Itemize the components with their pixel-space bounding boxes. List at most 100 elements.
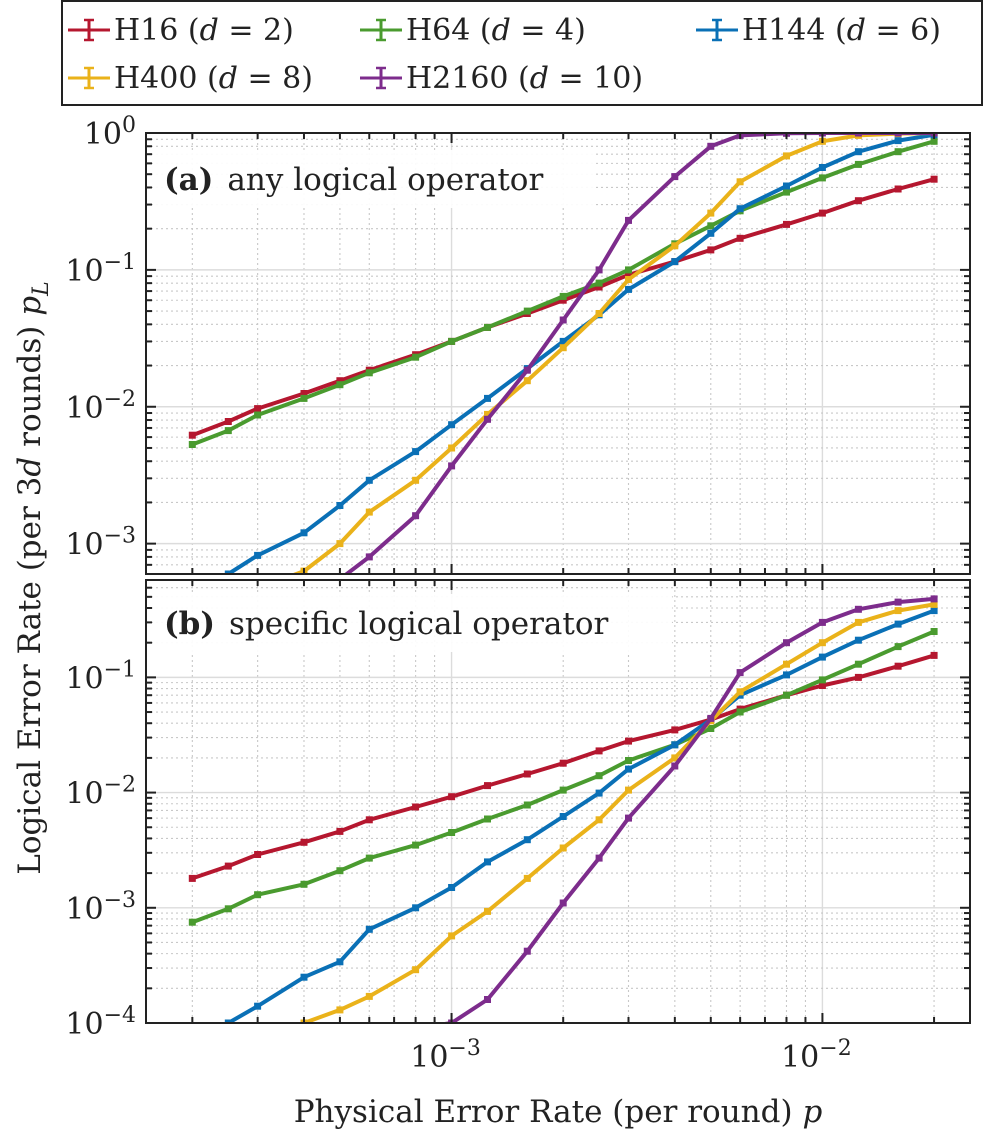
data-point bbox=[736, 688, 744, 696]
data-point bbox=[854, 160, 862, 168]
data-point bbox=[818, 209, 826, 217]
data-point bbox=[336, 1006, 344, 1014]
axes-frame-b bbox=[145, 579, 971, 1024]
data-point bbox=[930, 651, 938, 659]
data-point bbox=[448, 421, 456, 429]
series-h144 bbox=[223, 607, 938, 1023]
data-point bbox=[300, 838, 308, 846]
data-point bbox=[412, 448, 420, 456]
data-point bbox=[625, 271, 632, 279]
legend-label: H64 (d = 4) bbox=[406, 13, 586, 48]
data-point bbox=[854, 618, 862, 626]
x-axis-title: Physical Error Rate (per round) p bbox=[294, 1094, 823, 1130]
data-point bbox=[365, 369, 373, 377]
data-point bbox=[336, 1054, 343, 1061]
legend-entry-h144: H144 (d = 6) bbox=[696, 13, 941, 48]
data-point bbox=[300, 390, 308, 397]
data-point bbox=[595, 816, 603, 824]
data-point bbox=[930, 175, 938, 183]
data-point bbox=[523, 836, 531, 844]
data-point bbox=[365, 992, 373, 1000]
ticks-b: 10−1 10−2 10−3 10−4 10−3 10−2 bbox=[65, 580, 970, 1075]
data-point bbox=[188, 431, 196, 439]
svg-text:(a)any logical operator: (a) any logical operator bbox=[164, 162, 543, 198]
data-point bbox=[484, 323, 491, 331]
data-point bbox=[484, 996, 491, 1003]
data-point bbox=[448, 884, 456, 891]
data-point bbox=[930, 628, 938, 635]
data-point bbox=[818, 174, 826, 182]
data-point bbox=[188, 918, 196, 926]
data-point bbox=[894, 607, 902, 615]
data-point bbox=[894, 620, 902, 628]
data-point bbox=[336, 502, 344, 509]
data-point bbox=[559, 316, 567, 324]
data-point bbox=[736, 178, 744, 186]
data-point bbox=[365, 854, 373, 862]
data-point bbox=[412, 803, 420, 811]
series-h64 bbox=[188, 628, 938, 926]
data-point bbox=[625, 216, 632, 224]
data-point bbox=[254, 411, 262, 419]
data-point bbox=[854, 133, 862, 137]
panel-b-annotation: (b) specific logical operator bbox=[156, 594, 672, 652]
data-point bbox=[224, 427, 232, 435]
data-point bbox=[523, 770, 531, 778]
data-point bbox=[300, 394, 308, 402]
data-point bbox=[625, 737, 632, 745]
data-point bbox=[707, 229, 715, 237]
data-point bbox=[559, 337, 567, 345]
legend-label: H144 (d = 6) bbox=[742, 13, 941, 48]
data-point bbox=[736, 708, 744, 716]
data-point bbox=[484, 410, 491, 418]
data-point bbox=[671, 726, 679, 734]
data-point bbox=[707, 222, 715, 230]
data-point bbox=[301, 1080, 308, 1087]
data-point bbox=[854, 673, 862, 681]
data-point bbox=[625, 276, 632, 283]
y-tick-label: 10−3 bbox=[65, 524, 136, 563]
data-point bbox=[559, 813, 567, 820]
data-point bbox=[625, 814, 632, 822]
legend-label: H16 (d = 2) bbox=[114, 13, 294, 48]
data-point bbox=[484, 858, 491, 866]
data-point bbox=[254, 551, 262, 559]
data-point bbox=[559, 292, 567, 300]
data-point bbox=[625, 285, 632, 293]
data-point bbox=[559, 899, 567, 907]
data-point bbox=[523, 377, 531, 385]
data-point bbox=[783, 220, 790, 228]
data-point bbox=[595, 279, 603, 287]
data-point bbox=[336, 827, 344, 835]
data-point bbox=[412, 841, 420, 849]
y-tick-label: 10−1 bbox=[65, 657, 136, 696]
data-point bbox=[671, 258, 679, 266]
data-point bbox=[559, 786, 567, 794]
data-point bbox=[930, 137, 938, 145]
data-point bbox=[894, 185, 902, 193]
y-tick-label: 10−2 bbox=[65, 387, 136, 426]
data-point bbox=[254, 891, 262, 899]
data-point bbox=[365, 925, 373, 933]
data-point bbox=[484, 415, 491, 423]
data-point bbox=[707, 142, 715, 150]
data-point bbox=[224, 905, 232, 913]
data-point bbox=[783, 182, 790, 190]
data-point bbox=[854, 197, 862, 205]
panel-a-title: any logical operator bbox=[227, 162, 543, 198]
data-point bbox=[736, 234, 744, 242]
data-point bbox=[930, 600, 938, 608]
data-point bbox=[189, 1080, 196, 1087]
series-h16 bbox=[188, 651, 938, 882]
data-point bbox=[783, 188, 790, 196]
data-point bbox=[818, 618, 826, 626]
data-point bbox=[894, 643, 902, 651]
y-tick-label: 10−2 bbox=[65, 773, 136, 812]
data-point bbox=[783, 152, 790, 160]
data-point bbox=[783, 660, 790, 668]
data-point bbox=[336, 381, 344, 389]
legend-entry-h16: H16 (d = 2) bbox=[68, 13, 294, 48]
y-tick-label: 100 bbox=[84, 113, 136, 152]
data-point bbox=[930, 595, 938, 603]
data-point bbox=[366, 1037, 373, 1044]
